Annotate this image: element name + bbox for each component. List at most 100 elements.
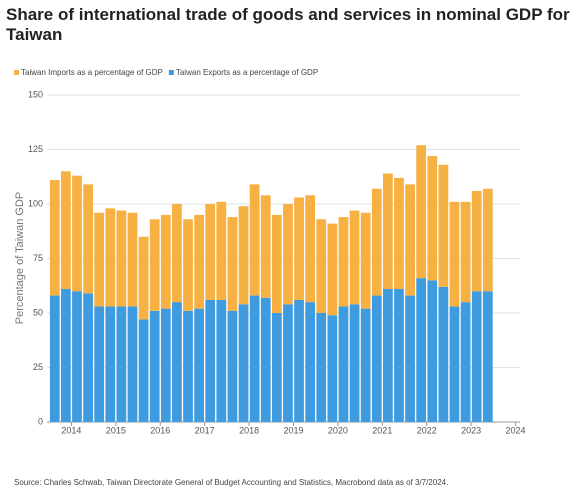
- bar-segment: [360, 212, 371, 309]
- bar-segment: [60, 171, 71, 290]
- bar-segment: [227, 310, 238, 422]
- bar-segment: [416, 278, 427, 422]
- bar-segment: [127, 306, 138, 422]
- bar-segment: [305, 195, 316, 303]
- bar-segment: [183, 310, 193, 422]
- bar-segment: [294, 197, 304, 300]
- bar-segment: [471, 291, 482, 422]
- bar-segment: [438, 164, 449, 287]
- legend-swatch: [14, 70, 19, 75]
- x-tick-label: 2019: [283, 425, 303, 435]
- bar-segment: [382, 289, 393, 422]
- x-tick-label: 2018: [239, 425, 259, 435]
- y-tick-label: 100: [28, 198, 43, 208]
- bar-segment: [460, 302, 471, 422]
- bar-segment: [471, 190, 482, 292]
- x-tick-label: 2022: [417, 425, 437, 435]
- bar-segment: [394, 177, 404, 290]
- x-tick-label: 2023: [461, 425, 481, 435]
- bar-segment: [72, 291, 82, 422]
- bar-segment: [360, 308, 371, 422]
- bar-segment: [371, 188, 382, 296]
- bar-segment: [382, 173, 393, 290]
- bar-segment: [294, 299, 304, 422]
- bar-segment: [94, 212, 105, 307]
- bar-segment: [338, 306, 349, 422]
- y-tick-label: 150: [28, 89, 43, 99]
- legend-label: Taiwan Exports as a percentage of GDP: [176, 68, 318, 77]
- y-tick-label: 25: [33, 362, 43, 372]
- x-tick-label: 2020: [328, 425, 348, 435]
- bar-segment: [249, 295, 260, 422]
- bar-segment: [172, 204, 182, 303]
- y-tick-label: 75: [33, 253, 43, 263]
- bar-segment: [405, 295, 415, 422]
- bar-segment: [260, 297, 271, 422]
- bar-segment: [238, 304, 249, 422]
- y-tick-label: 125: [28, 144, 43, 154]
- bar-segment: [271, 214, 282, 313]
- bar-segment: [316, 313, 327, 422]
- bar-segment: [205, 299, 216, 422]
- x-tick-label: 2024: [506, 425, 526, 435]
- bar-segment: [449, 306, 460, 422]
- source-note: Source: Charles Schwab, Taiwan Directora…: [14, 478, 448, 487]
- bar-segment: [105, 306, 116, 422]
- bar-segment: [83, 184, 93, 294]
- legend-label: Taiwan Imports as a percentage of GDP: [21, 68, 163, 77]
- bar-segment: [83, 293, 93, 422]
- bar-segment: [482, 291, 493, 422]
- chart-title: Share of international trade of goods an…: [6, 5, 570, 44]
- bar-segment: [205, 204, 216, 300]
- bar-segment: [72, 175, 82, 292]
- bar-segment: [49, 180, 60, 296]
- bar-segment: [116, 306, 127, 422]
- bar-segment: [283, 204, 293, 305]
- bar-segment: [138, 319, 149, 422]
- bar-segment: [438, 286, 449, 422]
- y-tick-label: 0: [38, 416, 43, 426]
- x-tick-label: 2016: [150, 425, 170, 435]
- bar-segment: [482, 188, 493, 292]
- bar-segment: [94, 306, 105, 422]
- bar-segment: [160, 214, 171, 309]
- bar-segment: [338, 217, 349, 307]
- bar-segment: [149, 310, 160, 422]
- bar-segment: [405, 184, 415, 296]
- bar-segment: [60, 289, 71, 422]
- bar-segment: [371, 295, 382, 422]
- bar-segment: [227, 217, 238, 311]
- x-tick-label: 2015: [106, 425, 126, 435]
- bar-segment: [194, 214, 205, 309]
- bar-segment: [416, 145, 427, 279]
- bar-segment: [194, 308, 205, 422]
- legend-swatch: [168, 70, 174, 75]
- bar-segment: [305, 302, 316, 422]
- bar-segment: [216, 299, 227, 422]
- bar-segment: [105, 208, 116, 307]
- y-axis-title: Percentage of Taiwan GDP: [14, 192, 26, 324]
- bar-segment: [116, 210, 127, 307]
- bar-segment: [238, 206, 249, 305]
- bar-segment: [138, 236, 149, 320]
- bar-segment: [349, 210, 360, 305]
- bar-segment: [249, 184, 260, 296]
- bar-segment: [149, 219, 160, 311]
- bar-segment: [260, 195, 271, 298]
- bar-segment: [160, 308, 171, 422]
- bar-segment: [172, 302, 182, 422]
- bar-segment: [327, 223, 338, 316]
- bar-segment: [327, 315, 338, 422]
- bar-segment: [283, 304, 293, 422]
- x-tick-label: 2014: [61, 425, 81, 435]
- bar-segment: [449, 201, 460, 307]
- x-tick-label: 2021: [372, 425, 392, 435]
- bar-segment: [427, 280, 438, 422]
- x-tick-label: 2017: [195, 425, 215, 435]
- bar-segment: [49, 295, 60, 422]
- bar-segment: [394, 289, 404, 422]
- bar-segment: [427, 156, 438, 281]
- bar-segment: [460, 201, 471, 303]
- bar-segment: [216, 201, 227, 300]
